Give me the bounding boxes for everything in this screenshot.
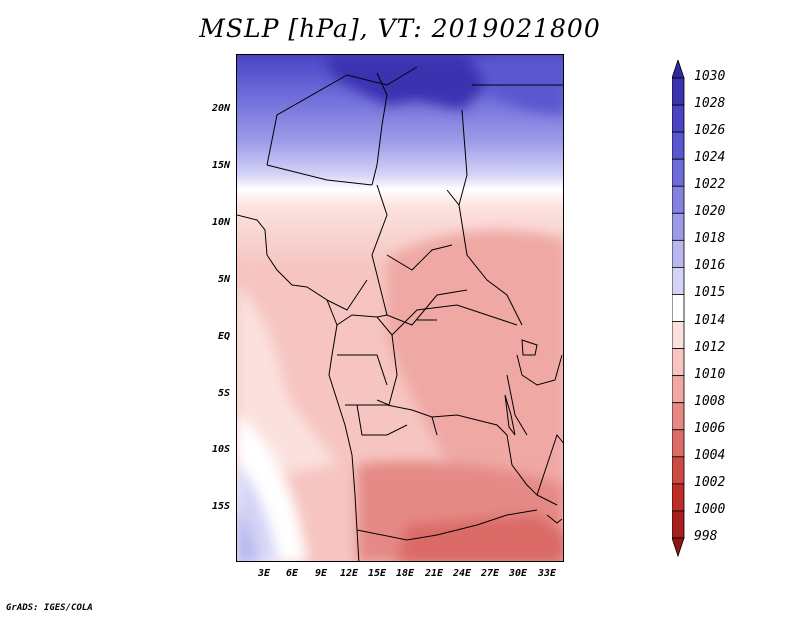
colorbar-swatch [672,375,685,404]
colorbar-swatch [672,267,685,295]
colorbar-swatch [672,185,685,214]
colorbar-swatch [672,294,685,322]
lon-label: 21E [424,568,444,579]
colorbar-label: 1028 [694,96,726,112]
colorbar-label: 1016 [694,258,726,274]
colorbar-label: 1010 [694,366,726,382]
colorbar-label: 1000 [694,501,726,517]
colorbar-swatch [672,402,685,431]
colorbar-label: 1002 [694,474,726,490]
colorbar-label: 1022 [694,177,726,193]
shading-low-south [397,515,563,561]
colorbar-label: 1006 [694,420,726,436]
shading-low-central [387,230,563,500]
lat-label: 15S [211,501,230,512]
colorbar-label: 1008 [694,393,726,409]
coastlines-borders [237,66,563,561]
lon-label: 6E [285,568,299,579]
colorbar-label: 1018 [694,231,726,247]
lon-label: 30E [508,568,528,579]
lat-label: EQ [217,331,230,342]
lat-label: 5S [217,388,230,399]
pressure-map [237,55,563,561]
colorbar-swatch [672,131,685,160]
chart-title: MSLP [hPa], VT: 2019021800 [199,14,601,43]
lon-label: 9E [314,568,328,579]
colorbar-swatch [672,158,685,187]
colorbar-triangle-top [672,60,685,79]
colorbar-swatch [672,510,685,539]
colorbar: 1030 1028 1026 1024 1022 1020 1018 1016 1015 1014… [672,60,752,560]
colorbar-label: 998 [694,529,718,544]
shading-high-core [327,55,497,110]
shading-ocean-sw-blue2 [237,505,257,561]
colorbar-swatch [672,104,685,133]
colorbar-label: 1004 [694,447,726,463]
colorbar-swatch [672,348,685,377]
lon-label: 27E [480,568,500,579]
lat-label: 20N [211,103,230,114]
lon-label: 15E [367,568,387,579]
shading-ocean-west [237,285,337,475]
lat-label: 5N [217,274,230,285]
lon-label: 18E [395,568,415,579]
lat-label: 10S [211,444,230,455]
colorbar-label: 1030 [694,69,726,84]
colorbar-swatch [672,212,685,241]
colorbar-label: 1014 [694,312,726,328]
colorbar-swatch [672,77,685,106]
colorbar-swatch [672,321,685,349]
footer-credit: GrADS: IGES/COLA [6,603,93,613]
colorbar-triangle-bottom [672,537,685,558]
colorbar-swatch [672,239,685,268]
colorbar-label: 1020 [694,204,726,220]
lon-label: 12E [339,568,359,579]
colorbar-swatch [672,456,685,485]
colorbar-label: 1012 [694,339,726,355]
colorbar-swatch [672,429,685,458]
map-panel [236,54,564,562]
colorbar-swatch [672,483,685,512]
lat-label: 15N [211,160,230,171]
lon-label: 33E [537,568,557,579]
lon-label: 24E [452,568,472,579]
colorbar-swatches [672,60,685,558]
colorbar-label: 1015 [694,285,726,301]
lat-label: 10N [211,217,230,228]
colorbar-label: 1026 [694,123,726,139]
lon-label: 3E [257,568,271,579]
colorbar-label: 1024 [694,150,726,166]
